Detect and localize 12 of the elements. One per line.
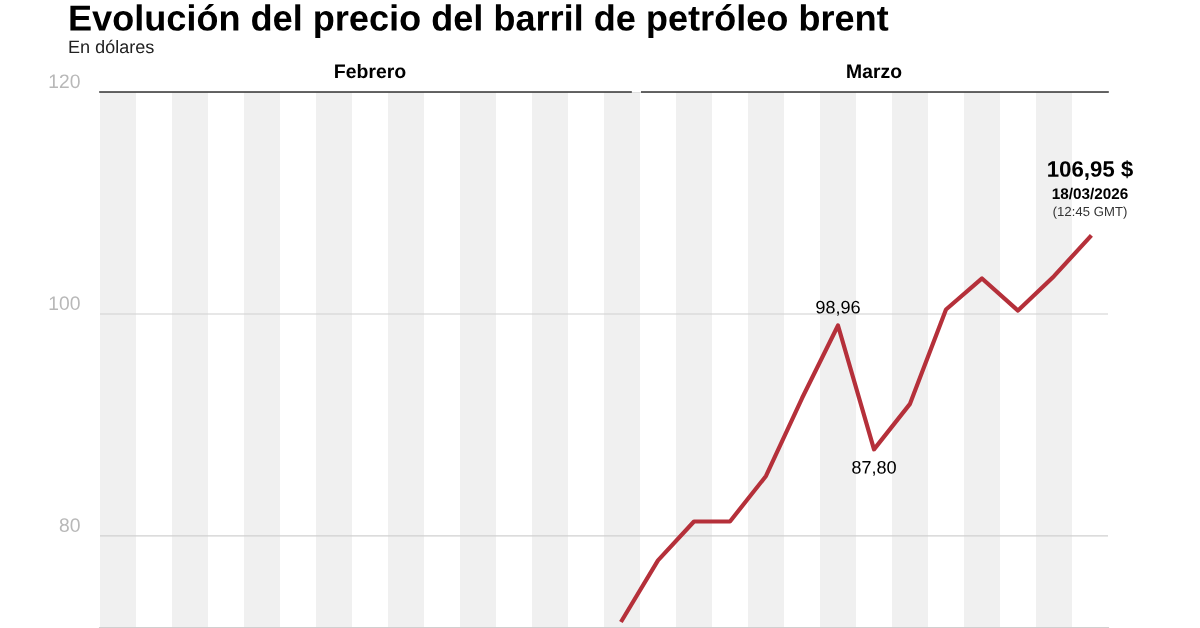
annotation: 18/03/2026: [1052, 187, 1128, 200]
annotation: (12:45 GMT): [1053, 206, 1127, 219]
data-label: 106,95 $: [1048, 160, 1133, 181]
chart-subtitle: En dólares: [69, 39, 154, 54]
y-tick-label: 100: [49, 296, 80, 311]
y-tick-label: 80: [59, 518, 80, 533]
text: Febrero: [335, 63, 406, 79]
text: Marzo: [847, 64, 902, 79]
data-label: 87,80: [852, 460, 896, 476]
data-label: 98,96: [816, 300, 860, 316]
chart-title: Evolución del precio del barril de petróleo brent: [70, 4, 889, 38]
y-tick-label: 120: [49, 74, 80, 89]
